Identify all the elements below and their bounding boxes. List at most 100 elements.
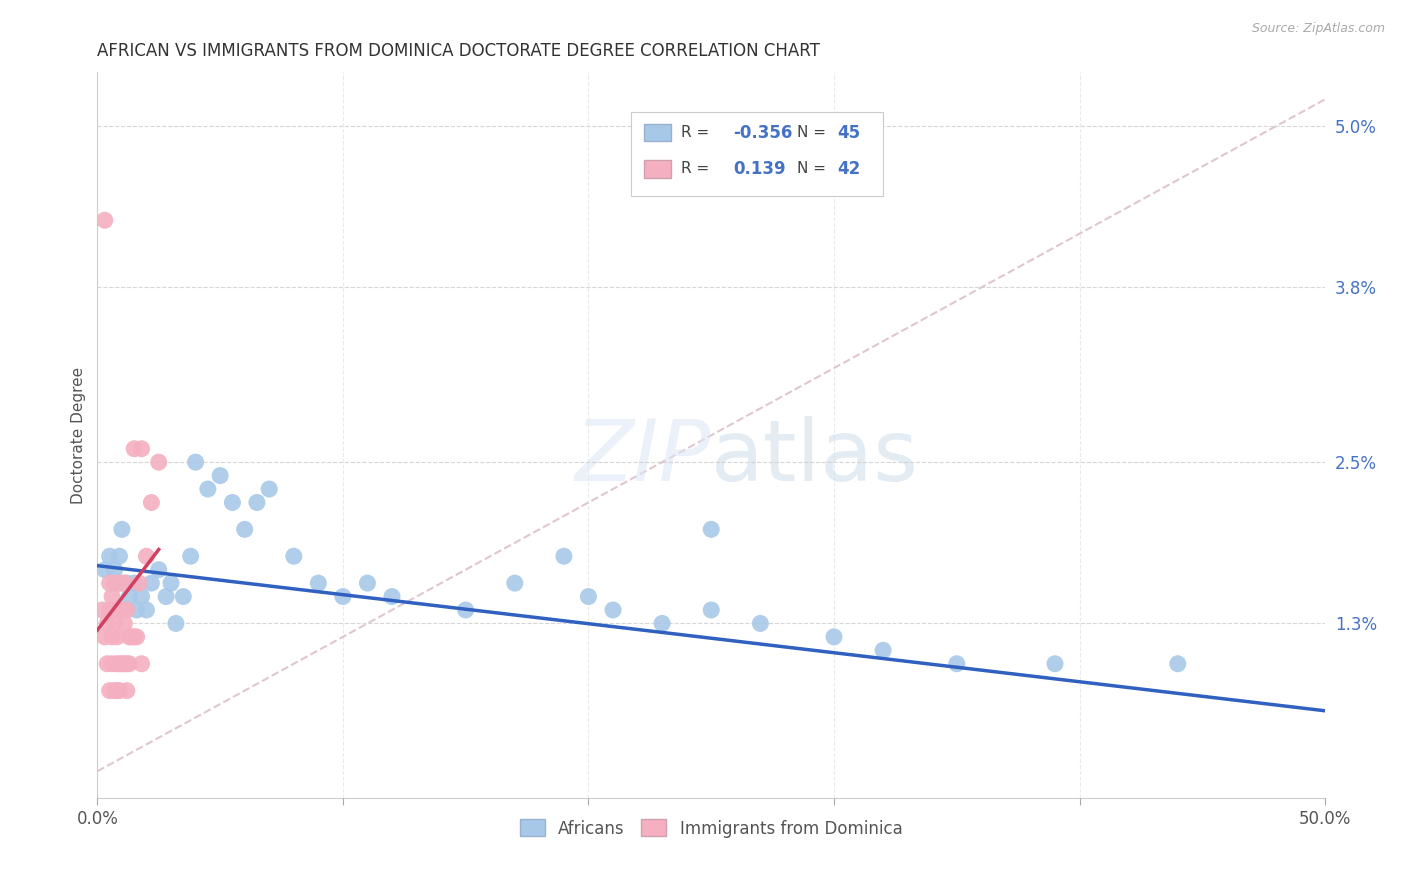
Point: [112, 576, 135, 591]
Point: [553, 549, 575, 564]
Point: [118, 630, 141, 644]
Point: [108, 657, 131, 671]
Point: [93, 213, 115, 227]
Point: [103, 563, 125, 577]
Point: [257, 482, 280, 496]
Point: [823, 630, 845, 644]
Point: [197, 482, 219, 496]
Point: [160, 576, 183, 591]
Point: [115, 657, 138, 671]
Point: [1043, 657, 1066, 671]
Point: [135, 603, 157, 617]
Point: [103, 576, 125, 591]
Point: [101, 590, 124, 604]
Point: [180, 549, 202, 564]
Point: [111, 657, 134, 671]
Point: [118, 657, 141, 671]
Point: [111, 603, 134, 617]
Point: [121, 630, 143, 644]
Text: AFRICAN VS IMMIGRANTS FROM DOMINICA DOCTORATE DEGREE CORRELATION CHART: AFRICAN VS IMMIGRANTS FROM DOMINICA DOCT…: [97, 42, 820, 60]
Text: Source: ZipAtlas.com: Source: ZipAtlas.com: [1251, 22, 1385, 36]
Point: [131, 657, 153, 671]
Point: [103, 616, 125, 631]
Point: [945, 657, 967, 671]
Point: [700, 522, 723, 536]
Point: [246, 495, 269, 509]
Point: [115, 603, 138, 617]
Point: [105, 683, 128, 698]
FancyBboxPatch shape: [644, 160, 671, 178]
Point: [283, 549, 305, 564]
Point: [101, 657, 124, 671]
Point: [105, 603, 128, 617]
Point: [105, 576, 128, 591]
Point: [125, 630, 148, 644]
Point: [454, 603, 477, 617]
Point: [105, 657, 128, 671]
Point: [381, 590, 404, 604]
Point: [148, 563, 170, 577]
Point: [141, 495, 163, 509]
Point: [165, 616, 187, 631]
Point: [122, 442, 145, 456]
Point: [125, 603, 148, 617]
Point: [578, 590, 600, 604]
Text: 42: 42: [838, 160, 860, 178]
Point: [93, 630, 115, 644]
Point: [96, 657, 118, 671]
Point: [96, 616, 118, 631]
Text: R =: R =: [681, 125, 714, 140]
Point: [209, 468, 232, 483]
Point: [155, 590, 177, 604]
Point: [131, 442, 153, 456]
Point: [98, 576, 121, 591]
Point: [221, 495, 243, 509]
Point: [141, 576, 163, 591]
Point: [128, 576, 150, 591]
Point: [98, 683, 121, 698]
Point: [122, 630, 145, 644]
Point: [115, 576, 138, 591]
Text: R =: R =: [681, 161, 714, 177]
Point: [115, 683, 138, 698]
Point: [118, 590, 141, 604]
Point: [108, 549, 131, 564]
Point: [93, 563, 115, 577]
Point: [131, 590, 153, 604]
Text: -0.356: -0.356: [734, 124, 793, 142]
Legend: Africans, Immigrants from Dominica: Africans, Immigrants from Dominica: [513, 813, 910, 844]
Point: [112, 657, 135, 671]
Point: [602, 603, 624, 617]
Point: [172, 590, 194, 604]
Point: [105, 630, 128, 644]
Point: [101, 630, 124, 644]
Point: [135, 549, 157, 564]
Point: [307, 576, 329, 591]
Text: 0.139: 0.139: [734, 160, 786, 178]
Point: [184, 455, 207, 469]
Point: [98, 603, 121, 617]
Point: [332, 590, 354, 604]
Point: [111, 522, 134, 536]
Point: [700, 603, 723, 617]
FancyBboxPatch shape: [631, 112, 883, 196]
Point: [872, 643, 894, 657]
Point: [108, 683, 131, 698]
Point: [108, 576, 131, 591]
Point: [148, 455, 170, 469]
Point: [122, 576, 145, 591]
Point: [233, 522, 256, 536]
Point: [111, 576, 134, 591]
FancyBboxPatch shape: [644, 124, 671, 141]
Text: atlas: atlas: [711, 416, 920, 499]
Point: [651, 616, 673, 631]
Point: [91, 603, 114, 617]
Point: [103, 683, 125, 698]
Y-axis label: Doctorate Degree: Doctorate Degree: [72, 367, 86, 504]
Point: [98, 549, 121, 564]
Text: N =: N =: [797, 161, 831, 177]
Point: [112, 616, 135, 631]
Text: 45: 45: [838, 124, 860, 142]
Point: [1167, 657, 1189, 671]
Point: [503, 576, 526, 591]
